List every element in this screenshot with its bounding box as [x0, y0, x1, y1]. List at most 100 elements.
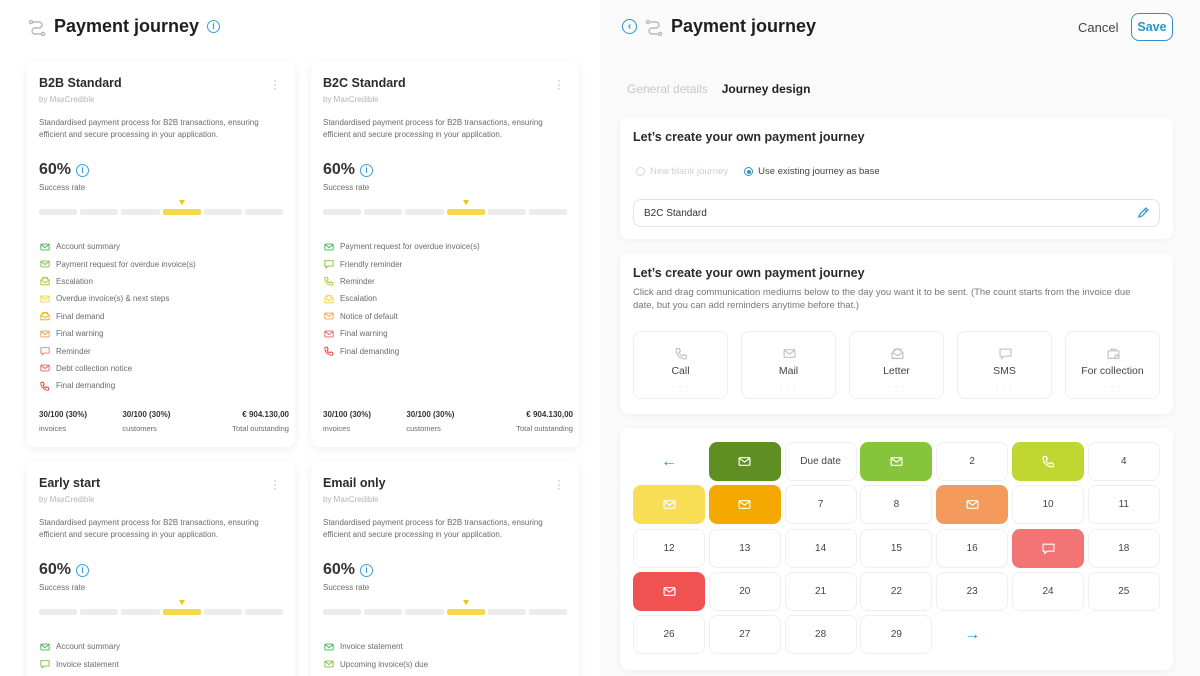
calendar-cell-scheduled[interactable]	[708, 442, 781, 481]
pencil-icon[interactable]	[1137, 207, 1149, 219]
success-rate-value: 60%	[39, 561, 72, 578]
calendar-cell[interactable]: 14	[784, 528, 857, 568]
calendar-cell[interactable]: 15	[860, 528, 933, 568]
info-icon[interactable]: i	[360, 563, 374, 577]
more-options-icon[interactable]: · · ·	[273, 73, 277, 95]
calendar-cell[interactable]: 10	[1012, 485, 1084, 525]
calendar-cell[interactable]: 20	[708, 571, 781, 611]
calendar-cell-scheduled[interactable]	[1012, 528, 1084, 568]
step-label: Payment request for overdue invoice(s)	[340, 242, 480, 252]
mail-icon	[662, 498, 676, 511]
stat: 30/100 (30%) invoices	[39, 410, 122, 433]
radio-dot[interactable]	[744, 167, 754, 176]
letter-icon	[40, 276, 50, 286]
journey-card[interactable]: B2C Standard by MaxCredible · · · Standard…	[311, 62, 579, 447]
medium-label: Mail	[778, 365, 799, 377]
calendar-cell[interactable]: 26	[633, 615, 705, 655]
journey-card[interactable]: B2B Standard by MaxCredible · · · Standard…	[27, 62, 295, 447]
calendar-cell[interactable]: 12	[633, 528, 705, 568]
letter-icon	[324, 294, 334, 304]
info-icon[interactable]: i	[76, 563, 90, 577]
success-rate-value: 60%	[323, 561, 356, 578]
calendar-cell[interactable]: 22	[860, 571, 933, 611]
step-label: Invoice statement	[340, 642, 403, 652]
mail-icon	[40, 363, 50, 373]
calendar-cell[interactable]: 21	[784, 571, 857, 611]
calendar-cell[interactable]: 18	[1087, 528, 1160, 568]
calendar-cell[interactable]: 11	[1087, 485, 1160, 525]
calendar-cell-scheduled[interactable]	[1012, 442, 1084, 481]
mail-icon	[783, 347, 796, 360]
calendar-cell[interactable]: Due date	[784, 442, 857, 481]
info-icon[interactable]: i	[207, 20, 221, 33]
medium-letter[interactable]: Letter · · · · · ·	[849, 331, 944, 399]
next-days-arrow[interactable]: →	[964, 625, 981, 643]
calendar-cell[interactable]: 16	[936, 528, 1009, 568]
info-icon[interactable]: i	[76, 163, 90, 177]
medium-call[interactable]: Call · · · · · ·	[633, 331, 728, 399]
calendar-cell[interactable]: 23	[936, 571, 1009, 611]
radio-use-existing[interactable]: Use existing journey as base	[744, 166, 880, 177]
prev-days-arrow[interactable]: ←	[661, 452, 677, 470]
more-options-icon[interactable]: · · ·	[557, 73, 561, 95]
cancel-button[interactable]: Cancel	[1078, 20, 1119, 35]
back-icon[interactable]: ‹	[622, 19, 637, 34]
calendar-cell[interactable]: 7	[784, 485, 857, 525]
journey-card[interactable]: Early start by MaxCredible · · · Standardi…	[27, 462, 295, 676]
stat-label: invoices	[323, 424, 351, 433]
calendar-cell[interactable]: 24	[1012, 571, 1084, 611]
letter-icon	[891, 347, 904, 360]
mail-icon	[40, 294, 50, 304]
more-options-icon[interactable]: · · ·	[273, 473, 277, 495]
calendar-cell[interactable]: 25	[1087, 571, 1160, 611]
drag-handle-icon[interactable]: · · · · · ·	[1104, 383, 1121, 395]
medium-label: Letter	[883, 365, 910, 377]
mail-icon	[738, 455, 751, 468]
letter-icon	[40, 311, 50, 321]
drag-handle-icon[interactable]: · · · · · ·	[996, 383, 1013, 395]
medium-for-collection[interactable]: For collection · · · · · ·	[1065, 331, 1160, 399]
tab-general-details[interactable]: General details	[627, 82, 708, 96]
mail-icon	[324, 242, 334, 252]
success-rate-label: Success rate	[39, 583, 86, 592]
more-options-icon[interactable]: · · ·	[557, 473, 561, 495]
calendar-cell-scheduled[interactable]	[860, 442, 933, 481]
calendar-cell[interactable]: 2	[936, 442, 1009, 481]
calendar-cell[interactable]: 8	[860, 485, 933, 525]
card-stats: 30/100 (30%) invoices 30/100 (30%) customer…	[39, 410, 289, 433]
calendar-cell-scheduled[interactable]	[936, 485, 1009, 525]
tab-journey-design[interactable]: Journey design	[721, 82, 811, 96]
calendar-cell[interactable]: 13	[708, 528, 781, 568]
stat-label: Total outstanding	[232, 424, 289, 433]
step-label: Account summary	[56, 242, 121, 252]
calendar-cell-scheduled[interactable]	[708, 485, 781, 525]
drag-handle-icon[interactable]: · · · · · ·	[672, 383, 689, 395]
calendar-cell-scheduled[interactable]	[633, 571, 705, 611]
calendar-cell[interactable]: 27	[708, 615, 781, 655]
journey-step: Invoice statement	[324, 638, 428, 655]
calendar-panel: ← Due date 2 4 7 8 10 11 12 13 14 15 16 18 20 21 22 23 24 2…	[620, 428, 1173, 670]
rate-marker	[179, 200, 185, 205]
radio-dot[interactable]	[636, 167, 645, 176]
drag-handle-icon[interactable]: · · · · · ·	[888, 383, 905, 395]
step-label: Payment request for overdue invoice(s)	[56, 259, 196, 269]
calendar-cell[interactable]: 4	[1087, 442, 1160, 481]
sms-icon	[324, 259, 334, 269]
rate-bar	[39, 609, 284, 615]
calendar-cell[interactable]: 29	[860, 615, 933, 655]
rate-marker	[179, 600, 185, 605]
base-journey-select[interactable]: B2C Standard	[633, 199, 1160, 227]
medium-sms[interactable]: SMS · · · · · ·	[957, 331, 1052, 399]
drag-handle-icon[interactable]: · · · · · ·	[780, 383, 797, 395]
save-button[interactable]: Save	[1131, 13, 1173, 41]
calendar-cell-scheduled[interactable]	[633, 485, 705, 525]
medium-mail[interactable]: Mail · · · · · ·	[741, 331, 836, 399]
mail-icon	[40, 329, 50, 339]
radio-new-blank[interactable]: New blank journey	[636, 166, 728, 177]
card-description: Standardised payment process for B2B tra…	[323, 118, 543, 139]
rate-bar	[323, 209, 568, 215]
mail-icon	[324, 329, 334, 339]
calendar-cell[interactable]: 28	[784, 615, 857, 655]
info-icon[interactable]: i	[360, 163, 374, 177]
journey-card[interactable]: Email only by MaxCredible · · · Standardis…	[311, 462, 579, 676]
